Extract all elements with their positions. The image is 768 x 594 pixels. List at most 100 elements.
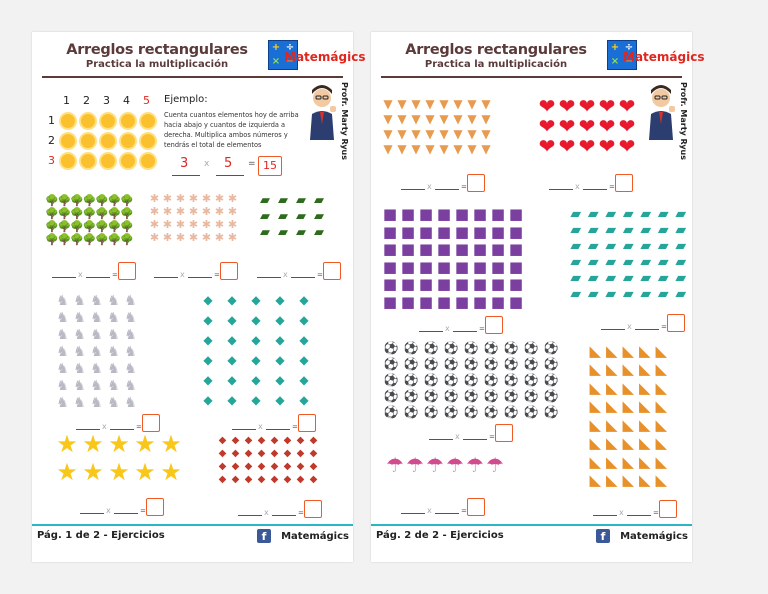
columns-answer-blank[interactable] xyxy=(453,331,477,332)
rows-answer-blank[interactable] xyxy=(238,515,262,516)
rows-answer-blank[interactable] xyxy=(76,429,100,430)
tree-icon: 🌳 xyxy=(57,194,72,207)
product-answer-box[interactable] xyxy=(485,316,503,334)
sun-icon xyxy=(138,111,158,131)
soccer-ball-icon: ⚽ xyxy=(503,405,519,419)
car-array: ▰ ▰ ▰ ▰ ▰ ▰ ▰ ▰ ▰ ▰ ▰ ▰ xyxy=(256,192,328,240)
product-answer-box[interactable] xyxy=(298,414,316,432)
book-icon: ▰ xyxy=(657,206,669,222)
rows-answer-blank[interactable] xyxy=(232,429,256,430)
unicorn-icon: ♞ xyxy=(73,309,86,326)
rubiks-cube-icon: ■ xyxy=(418,257,434,276)
columns-answer-blank[interactable] xyxy=(188,277,212,278)
candy-icon: ◆ xyxy=(270,447,279,459)
fish-icon: ◆ xyxy=(203,293,213,307)
rows-answer-blank[interactable] xyxy=(80,513,104,514)
columns-answer-blank[interactable] xyxy=(86,277,110,278)
sun-icon xyxy=(118,111,138,131)
rows-answer-blank[interactable] xyxy=(419,331,443,332)
equals-sign: = xyxy=(489,433,495,441)
candy-icon: ◆ xyxy=(257,460,266,472)
product-answer-box[interactable] xyxy=(495,424,513,442)
fish-icon: ◆ xyxy=(227,293,237,307)
ice-cream-icon: ▼ xyxy=(453,96,463,111)
rubiks-cube-icon: ■ xyxy=(508,292,524,311)
columns-answer-blank[interactable] xyxy=(114,513,138,514)
rows-answer-blank[interactable] xyxy=(601,329,625,330)
columns-answer-blank[interactable] xyxy=(627,515,651,516)
columns-answer-blank[interactable] xyxy=(435,513,459,514)
ice-cream-icon: ▼ xyxy=(411,126,421,141)
rubiks-cube-icon: ■ xyxy=(508,222,524,241)
columns-answer-blank[interactable] xyxy=(463,439,487,440)
gingerbread-icon: ✱ xyxy=(162,192,173,205)
rows-answer-blank[interactable] xyxy=(549,189,573,190)
set-square-icon: ◣ xyxy=(589,434,602,453)
page-title-block: Arreglos rectangulares Practica la multi… xyxy=(371,42,621,70)
page-number: Pág. 2 de 2 - Ejercicios xyxy=(376,530,504,541)
columns-answer-blank[interactable] xyxy=(110,429,134,430)
columns-answer-blank[interactable] xyxy=(291,277,315,278)
columns-answer-blank[interactable] xyxy=(435,189,459,190)
product-answer-box[interactable] xyxy=(142,414,160,432)
product-answer-box[interactable] xyxy=(304,500,322,518)
rubiks-cube-icon: ■ xyxy=(490,292,506,311)
sun-icon xyxy=(78,131,98,151)
gingerbread-icon: ✱ xyxy=(149,205,160,218)
sun-icon xyxy=(138,131,158,151)
set-square-icon: ◣ xyxy=(589,415,602,434)
columns-answer-blank[interactable] xyxy=(266,429,290,430)
columns-answer-blank[interactable] xyxy=(635,329,659,330)
product-answer-box[interactable] xyxy=(659,500,677,518)
rows-answer-blank[interactable] xyxy=(257,277,281,278)
soccer-ball-icon: ⚽ xyxy=(443,373,459,387)
book-icon: ▰ xyxy=(657,238,669,254)
gingerbread-icon: ✱ xyxy=(149,192,160,205)
times-sign: x xyxy=(427,182,432,191)
product-answer-box[interactable] xyxy=(667,314,685,332)
example-title: Ejemplo: xyxy=(164,94,208,105)
book-icon: ▰ xyxy=(605,286,617,302)
star-icon: ★ xyxy=(56,430,78,458)
product-answer-box[interactable] xyxy=(220,262,238,280)
book-icon: ▰ xyxy=(657,254,669,270)
heart-icon: ❤ xyxy=(578,94,596,118)
beach-umbrella-icon: ☂ xyxy=(466,453,484,477)
soccer-ball-icon: ⚽ xyxy=(443,405,459,419)
rows-answer-blank[interactable] xyxy=(593,515,617,516)
columns-answer-blank[interactable] xyxy=(583,189,607,190)
rows-answer-blank[interactable] xyxy=(401,513,425,514)
candy-icon: ◆ xyxy=(231,460,240,472)
product-answer-box[interactable] xyxy=(118,262,136,280)
page-title: Arreglos rectangulares xyxy=(66,42,248,58)
ice-cream-icon: ▼ xyxy=(453,126,463,141)
facebook-icon[interactable]: f xyxy=(596,529,610,543)
facebook-page-link[interactable]: Matemágics xyxy=(281,531,349,542)
rubiks-cube-icon: ■ xyxy=(490,275,506,294)
product-answer-box[interactable] xyxy=(146,498,164,516)
worksheet-page-2: Arreglos rectangulares Practica la multi… xyxy=(371,32,704,562)
soccer-ball-icon: ⚽ xyxy=(543,389,559,403)
beach-umbrella-icon: ☂ xyxy=(386,453,404,477)
facebook-page-link[interactable]: Matemágics xyxy=(620,531,688,542)
book-icon: ▰ xyxy=(622,206,634,222)
columns-answer-blank[interactable] xyxy=(272,515,296,516)
fish-icon: ◆ xyxy=(251,293,261,307)
rows-answer-blank[interactable] xyxy=(52,277,76,278)
ice-cream-icon: ▼ xyxy=(397,126,407,141)
gingerbread-icon: ✱ xyxy=(227,218,238,231)
rows-answer-blank[interactable] xyxy=(429,439,453,440)
gingerbread-icon: ✱ xyxy=(227,205,238,218)
unicorn-icon: ♞ xyxy=(56,377,69,394)
product-answer-box[interactable] xyxy=(467,174,485,192)
unicorn-icon: ♞ xyxy=(73,326,86,343)
rows-answer-blank[interactable] xyxy=(401,189,425,190)
product-answer-box[interactable] xyxy=(323,262,341,280)
product-answer-box[interactable] xyxy=(467,498,485,516)
heart-array: ❤ ❤ ❤ ❤ ❤ ❤ ❤ ❤ ❤ ❤ ❤ ❤ ❤ ❤ ❤ xyxy=(537,96,637,156)
facebook-icon[interactable]: f xyxy=(257,529,271,543)
heart-icon: ❤ xyxy=(558,94,576,118)
product-answer-box[interactable] xyxy=(615,174,633,192)
rows-answer-blank[interactable] xyxy=(154,277,178,278)
tree-icon: 🌳 xyxy=(45,220,60,233)
